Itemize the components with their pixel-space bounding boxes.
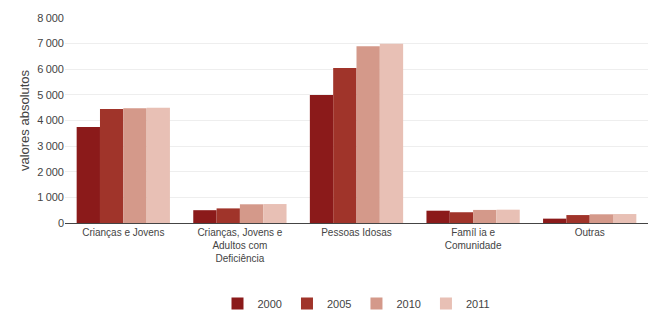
svg-text:2011: 2011	[466, 298, 490, 310]
svg-text:7 000: 7 000	[37, 37, 64, 49]
svg-text:0: 0	[58, 217, 64, 229]
svg-text:5 000: 5 000	[37, 89, 64, 101]
svg-text:6 000: 6 000	[37, 63, 64, 75]
svg-text:4 000: 4 000	[37, 114, 64, 126]
svg-text:Crianças e Jovens: Crianças e Jovens	[82, 227, 164, 238]
svg-text:valores absolutos: valores absolutos	[17, 69, 32, 171]
svg-text:Crianças, Jovens eAdultos comD: Crianças, Jovens eAdultos comDeficiência	[197, 227, 282, 264]
svg-text:2010: 2010	[396, 298, 420, 310]
svg-text:Outras: Outras	[575, 227, 605, 238]
svg-text:8 000: 8 000	[37, 12, 64, 24]
svg-text:1 000: 1 000	[37, 191, 64, 203]
svg-text:2000: 2000	[258, 298, 282, 310]
svg-text:3 000: 3 000	[37, 140, 64, 152]
svg-text:2005: 2005	[327, 298, 351, 310]
svg-text:Pessoas Idosas: Pessoas Idosas	[321, 227, 392, 238]
svg-text:2 000: 2 000	[37, 166, 64, 178]
svg-text:Famíl ia eComunidade: Famíl ia eComunidade	[445, 227, 502, 251]
